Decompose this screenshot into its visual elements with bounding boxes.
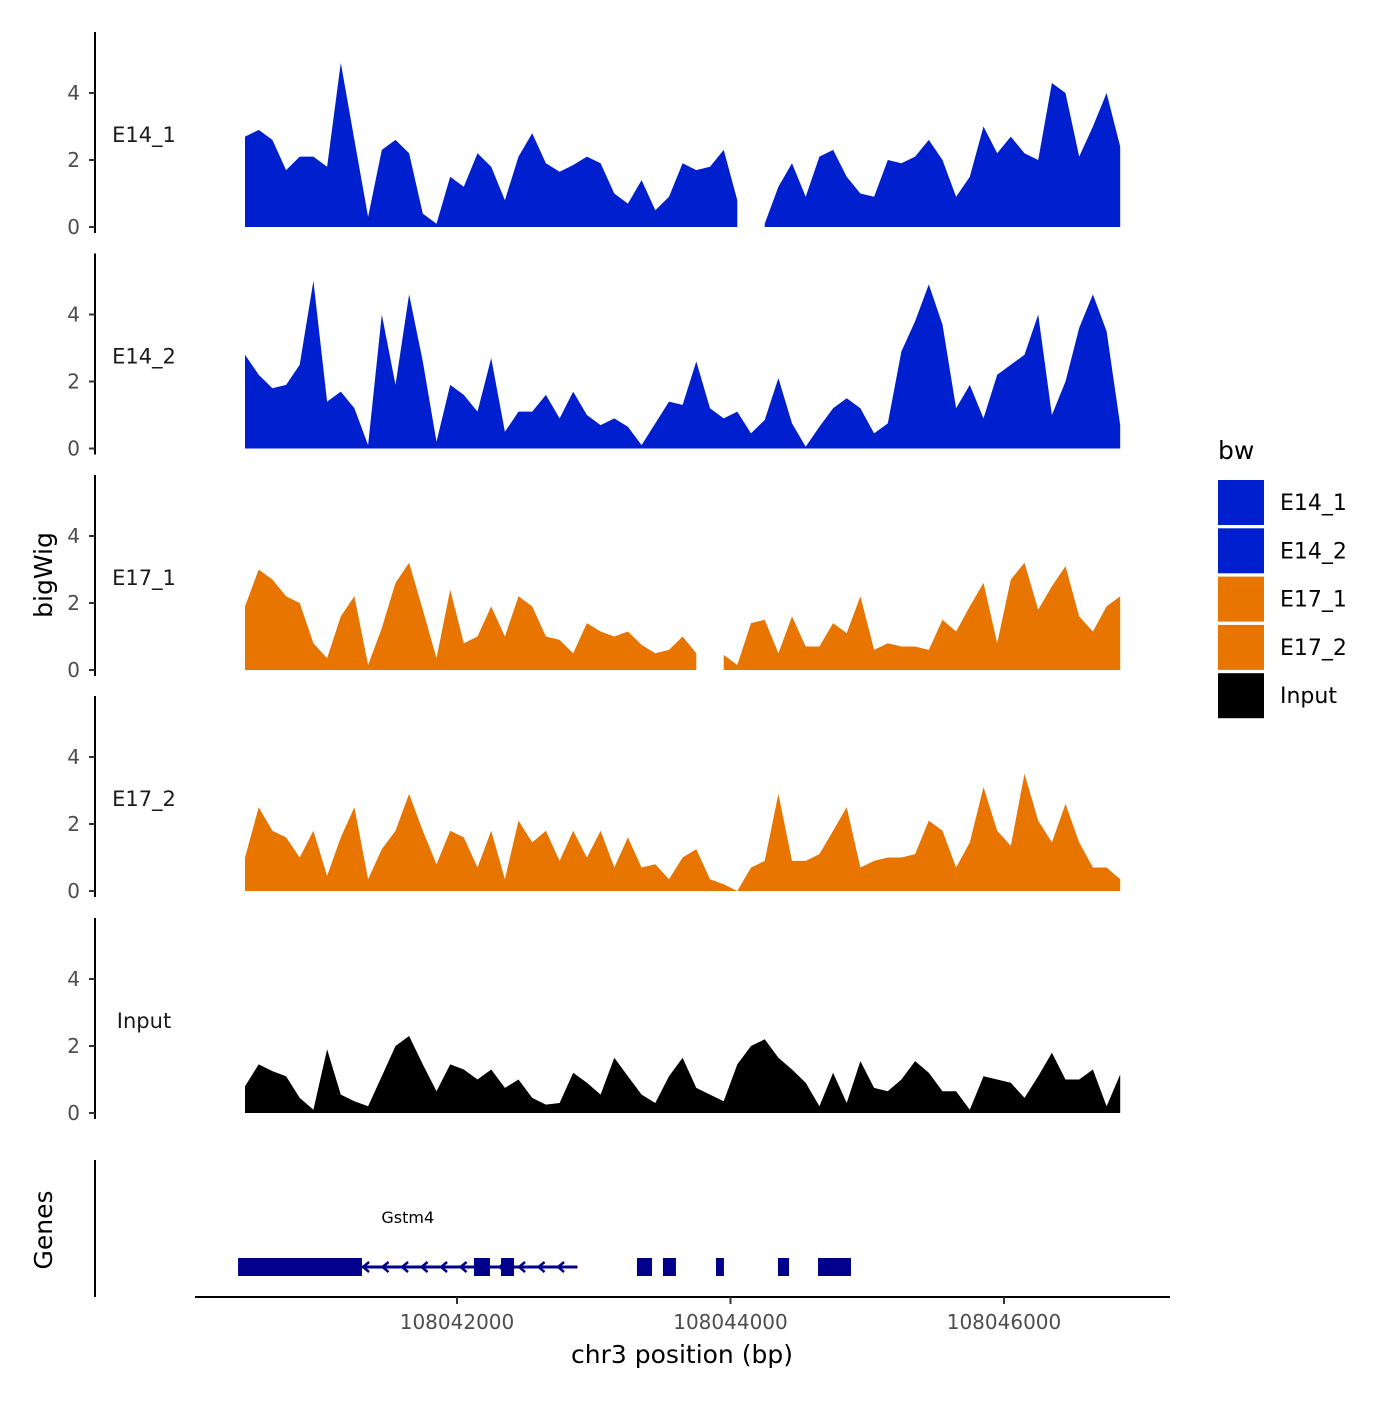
x-axis-title: chr3 position (bp) (571, 1340, 793, 1369)
gene-exon (238, 1258, 362, 1276)
coverage-area (764, 83, 1121, 227)
legend-title: bw (1218, 436, 1254, 465)
legend-item: E17_2 (1218, 624, 1347, 670)
legend-label: E17_2 (1280, 636, 1347, 661)
legend-item: E17_1 (1218, 576, 1347, 622)
y-tick-label: 4 (67, 967, 80, 991)
y-tick-label: 0 (67, 1101, 80, 1125)
gene-panel-label: Genes (29, 1190, 58, 1269)
y-tick-label: 4 (67, 303, 80, 327)
legend-item: E14_2 (1218, 528, 1347, 574)
legend-label: E14_1 (1280, 491, 1347, 516)
strand-arrow-icon (458, 1261, 468, 1273)
track-e14-1: 0 2 4 E14_1 (67, 32, 1121, 239)
strand-arrow-icon (380, 1261, 390, 1273)
y-tick-label: 2 (67, 1034, 80, 1058)
track-input: 0 2 4 Input (67, 918, 1121, 1125)
x-tick-label: 108042000 (400, 1310, 515, 1334)
x-tick-label: 108044000 (673, 1310, 788, 1334)
legend-swatch (1218, 576, 1264, 622)
y-tick-label: 0 (67, 215, 80, 239)
gene-name-label: Gstm4 (381, 1208, 434, 1227)
y-tick-label: 2 (67, 370, 80, 394)
y-tick-label: 2 (67, 148, 80, 172)
track-panels: 0 2 4 E14_1 0 2 4 E14_2 0 2 4 E17_1 0 2 4 E17_2 0 2 4 Input (67, 32, 1121, 1125)
legend-label: Input (1280, 684, 1337, 709)
track-e14-2: 0 2 4 E14_2 (67, 253, 1121, 461)
y-axis-title: bigWig (29, 532, 58, 618)
gene-panel: Genes Gstm4 (29, 1160, 851, 1297)
x-axis: 108042000 108044000 108046000 chr3 positio… (195, 1296, 1170, 1369)
coverage-area (245, 281, 1121, 449)
x-tick-label: 108046000 (947, 1310, 1062, 1334)
strand-arrow-icon (439, 1261, 448, 1273)
strand-arrow-icon (400, 1261, 409, 1273)
strand-arrow-icon (419, 1261, 429, 1273)
y-tick-label: 0 (67, 658, 80, 682)
y-tick-label: 4 (67, 524, 80, 548)
strand-arrow-icon (517, 1261, 526, 1273)
legend-swatch (1218, 624, 1264, 670)
track-label: E17_2 (112, 787, 176, 812)
coverage-area (723, 562, 1121, 670)
coverage-area (245, 62, 738, 227)
legend-label: E17_1 (1280, 588, 1347, 613)
y-tick-label: 4 (67, 745, 80, 769)
track-e17-1: 0 2 4 E17_1 (67, 475, 1121, 682)
y-tick-label: 4 (67, 81, 80, 105)
coverage-area (245, 1036, 1121, 1113)
strand-arrow-icon (536, 1261, 546, 1273)
y-tick-label: 0 (67, 437, 80, 461)
gene-exon (636, 1258, 653, 1276)
gene-exon (777, 1258, 790, 1276)
track-label: Input (117, 1009, 171, 1033)
strand-arrow-icon (556, 1261, 565, 1273)
y-tick-label: 0 (67, 879, 80, 903)
legend-item: E14_1 (1218, 480, 1347, 525)
legend-item: Input (1218, 673, 1337, 719)
gene-models: Gstm4 (238, 1208, 851, 1276)
gene-gstm4: Gstm4 (238, 1208, 851, 1276)
y-tick-label: 2 (67, 812, 80, 836)
legend-label: E14_2 (1280, 539, 1347, 564)
gene-exon (501, 1258, 515, 1276)
track-label: E17_1 (112, 566, 176, 591)
gene-exon (662, 1258, 676, 1276)
strand-arrow-icon (361, 1261, 370, 1273)
track-label: E14_2 (112, 345, 176, 370)
gene-exon (716, 1258, 724, 1276)
y-tick-label: 2 (67, 591, 80, 615)
legend-swatch (1218, 673, 1264, 719)
coverage-area (245, 562, 697, 670)
legend-swatch (1218, 480, 1264, 525)
legend: bw E14_1 E14_2 E17_1 E17_2 Input (1218, 436, 1347, 719)
coverage-area (245, 773, 1121, 891)
legend-swatch (1218, 528, 1264, 574)
track-e17-2: 0 2 4 E17_2 (67, 696, 1121, 903)
gene-exon (473, 1258, 490, 1276)
gene-exon (818, 1258, 851, 1276)
track-label: E14_1 (112, 123, 176, 148)
